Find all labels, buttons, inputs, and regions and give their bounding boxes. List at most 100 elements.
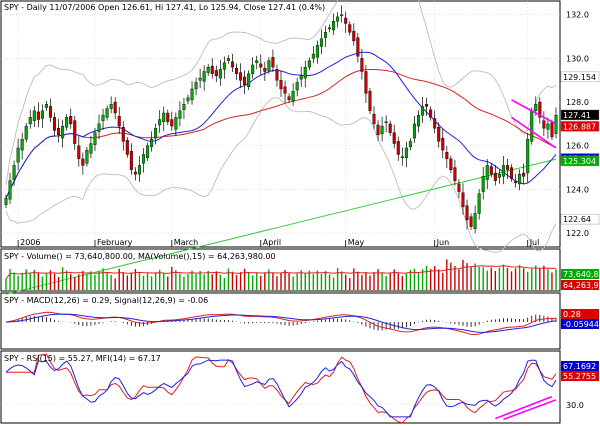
macd-value-label: -0.059443 [563, 320, 600, 329]
candle-body [263, 68, 267, 72]
month-label: March [174, 238, 198, 247]
candle-body [247, 73, 251, 87]
candle-body [93, 132, 97, 145]
macd-panel-frame [0, 292, 561, 350]
rsi-trend-line-2 [503, 399, 557, 421]
candle-body [186, 97, 190, 102]
rsi-value-box [561, 371, 599, 381]
candle-body [287, 96, 291, 101]
candle-body [299, 75, 303, 80]
candle-body [376, 124, 380, 136]
candle-body [162, 112, 166, 122]
candle-body [137, 165, 141, 175]
candle-body [380, 125, 384, 134]
candle-body [372, 113, 376, 125]
month-label: 2006 [20, 238, 40, 247]
candle-body [198, 77, 202, 81]
last-value-label: 127.41 [563, 111, 591, 120]
candle-body [315, 45, 319, 58]
grid-lines [1, 1, 560, 406]
candle-body [69, 116, 73, 125]
candle-body [4, 197, 8, 205]
candle-body [489, 166, 493, 175]
volume-panel-frame [0, 248, 561, 292]
candle-body [150, 138, 154, 148]
last-value-label: 125.304 [563, 157, 596, 166]
candle-body [485, 165, 489, 180]
price-tick-label: 130.0 [566, 54, 589, 63]
candle-body [222, 62, 226, 70]
candle-body [356, 37, 360, 57]
candle-body [194, 82, 198, 90]
pattern-lower-line [511, 116, 557, 149]
candle-body [311, 53, 315, 59]
macd-value-box [561, 319, 599, 329]
candle-body [457, 183, 461, 192]
candle-body [239, 72, 243, 81]
rsi-value-label: 55.2755 [563, 372, 596, 381]
candle-body [77, 145, 81, 160]
mfi-line [5, 359, 557, 418]
candle-body [340, 14, 344, 16]
candle-body [433, 118, 437, 129]
candle-body [12, 165, 16, 180]
last-value-label: 122.64 [563, 215, 591, 224]
candle-body [392, 132, 396, 144]
candle-body [332, 21, 336, 31]
candle-body [554, 114, 558, 134]
last-value-box [560, 213, 600, 225]
price-panel-frame [0, 0, 561, 248]
candle-body [170, 119, 174, 127]
candle-body [510, 167, 514, 179]
price-tick-label: 126.0 [566, 142, 589, 151]
candle-body [449, 158, 453, 170]
price-layer [4, 0, 558, 295]
candle-body [174, 117, 178, 130]
axis-labels: 132.0 130.0 128.0 126.0 124.0 122.0 2006 Februa… [20, 11, 600, 410]
candle-body [243, 76, 247, 85]
rsi-tick-label: 30.0 [566, 401, 584, 410]
candle-body [117, 116, 121, 127]
candle-body [530, 110, 534, 142]
candle-body [408, 141, 412, 148]
bollinger-lower-line [5, 97, 557, 254]
macd-layer [5, 311, 557, 336]
volume-value-box [561, 269, 599, 279]
candle-body [352, 30, 356, 42]
candle-body [230, 61, 234, 68]
candle-body [465, 205, 469, 221]
month-label: May [348, 238, 365, 247]
rsi-line [6, 353, 557, 424]
candle-body [295, 82, 299, 91]
candle-body [202, 71, 206, 82]
candle-body [190, 88, 194, 101]
candle-body [437, 126, 441, 142]
candle-body [493, 172, 497, 181]
volume-value-label: 64,263,980 [563, 281, 600, 290]
candle-body [518, 173, 522, 185]
bollinger-upper-line [5, 0, 557, 186]
candle-body [178, 110, 182, 119]
candle-body [166, 112, 170, 122]
candle-body [384, 121, 388, 124]
candle-body [336, 16, 340, 22]
candle-body [473, 213, 477, 229]
macd-line [5, 311, 557, 336]
volume-layer [5, 259, 557, 290]
candle-body [534, 104, 538, 112]
candle-body [206, 66, 210, 73]
price-tick-label: 124.0 [566, 185, 589, 194]
price-tick-label: 122.0 [566, 229, 589, 238]
candle-body [388, 123, 392, 133]
candle-body [109, 104, 113, 109]
candle-body [416, 114, 421, 127]
candle-body [501, 165, 505, 177]
candle-body [445, 152, 449, 160]
macd-value-label: 0.28 [563, 310, 581, 319]
candle-body [542, 120, 546, 129]
volume-panel-title: SPY - Volume() = 73,640,800.00, MA(Volum… [4, 252, 276, 261]
candle-body [481, 176, 485, 192]
candle-body [291, 90, 295, 102]
last-value-box [560, 109, 600, 121]
candle-body [218, 69, 222, 79]
